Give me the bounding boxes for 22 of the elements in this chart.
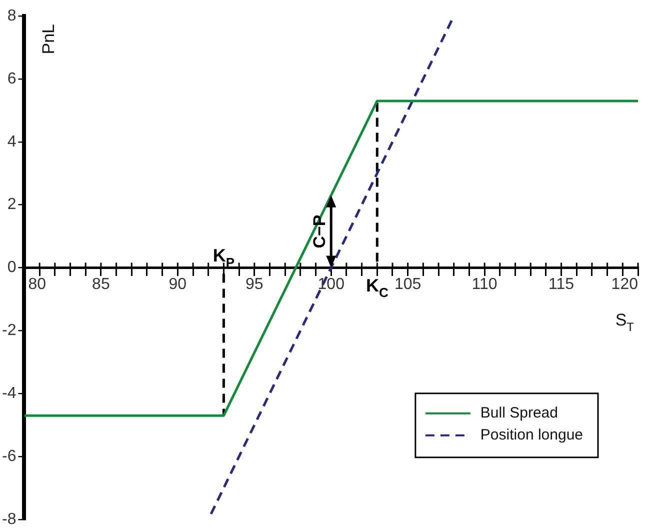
x-tick-label: 80 bbox=[28, 276, 46, 294]
y-tick-label: -2 bbox=[2, 322, 16, 340]
x-tick-label: 95 bbox=[245, 276, 264, 294]
y-tick-label: 6 bbox=[7, 70, 16, 88]
y-tick-label: 2 bbox=[7, 196, 16, 214]
legend-label: Bull Spread bbox=[480, 404, 558, 422]
y-tick-label: 4 bbox=[7, 133, 16, 150]
y-tick-label: 0 bbox=[7, 259, 16, 276]
y-tick-label: -4 bbox=[2, 384, 16, 402]
y-axis-title: PnL bbox=[39, 24, 58, 54]
x-tick-label: 120 bbox=[611, 276, 638, 294]
x-tick-label: 85 bbox=[92, 276, 110, 294]
y-tick-label: -6 bbox=[2, 448, 16, 465]
y-tick-label: -8 bbox=[2, 510, 16, 528]
x-tick-label: 105 bbox=[394, 276, 422, 294]
x-tick-label: 110 bbox=[472, 276, 498, 294]
legend-label: Position longue bbox=[480, 426, 583, 444]
x-tick-label: 115 bbox=[548, 276, 574, 294]
annotation: C−P bbox=[310, 214, 330, 248]
x-tick-label: 90 bbox=[168, 276, 187, 294]
x-tick-label: 100 bbox=[318, 276, 345, 294]
y-tick-label: 8 bbox=[7, 7, 16, 24]
